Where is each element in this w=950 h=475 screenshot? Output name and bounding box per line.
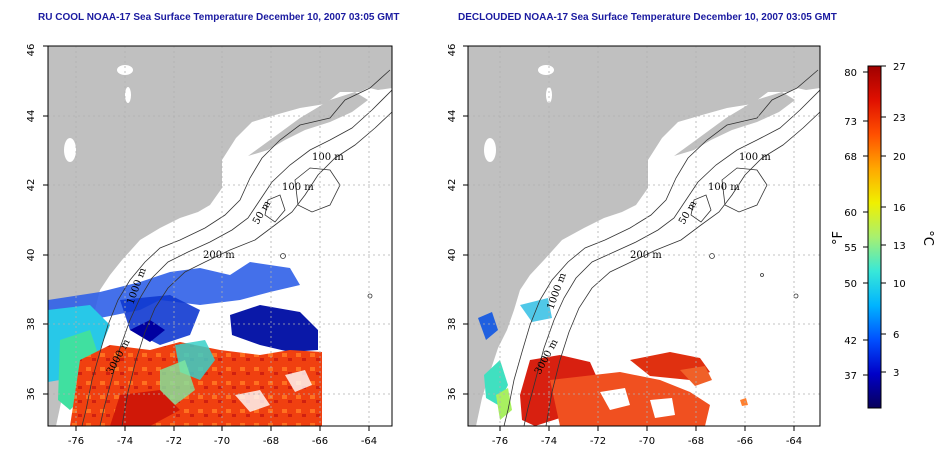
colorbar-f-tick-37: 37	[844, 371, 857, 382]
left-bathymetry-contours	[81, 69, 392, 426]
right-lat-tick-44: 44	[447, 110, 458, 123]
right-map-panel: 100 m 100 m 50 m 200 m 1000 m 3000 m	[447, 44, 821, 447]
right-lon-tick-70: -70	[639, 436, 655, 447]
right-land-mass	[468, 46, 820, 426]
left-lon-tick-66: -66	[312, 436, 328, 447]
right-lat-tick-36: 36	[447, 388, 458, 401]
right-lon-tick-64: -64	[786, 436, 802, 447]
right-sst-data	[478, 298, 748, 426]
left-lon-tick-76: -76	[68, 436, 84, 447]
colorbar-fahrenheit-label: °F	[831, 231, 846, 245]
left-panel-title: RU COOL NOAA-17 Sea Surface Temperature …	[38, 12, 400, 23]
left-lat-tick-38: 38	[26, 318, 37, 331]
colorbar-f-tick-68: 68	[844, 152, 857, 163]
right-contour-label-100m-a: 100 m	[739, 152, 771, 163]
left-lon-tick-72: -72	[166, 436, 182, 447]
left-lon-tick-68: -68	[263, 436, 279, 447]
left-land-mass	[48, 46, 392, 426]
right-contour-label-200m: 200 m	[630, 250, 662, 261]
left-contour-label-200m: 200 m	[203, 250, 235, 261]
colorbar-c-tick-27: 27	[893, 62, 906, 73]
colorbar-f-tick-80: 80	[844, 68, 857, 79]
right-lon-tick-74: -74	[541, 436, 557, 447]
right-nova-scotia	[674, 92, 795, 156]
left-contour-label-100m-a: 100 m	[312, 152, 344, 163]
right-lat-tick-38: 38	[447, 318, 458, 331]
right-lon-tick-76: -76	[492, 436, 508, 447]
right-lat-tick-42: 42	[447, 179, 458, 192]
left-grid	[48, 46, 392, 426]
left-lon-tick-70: -70	[214, 436, 230, 447]
right-lon-tick-68: -68	[688, 436, 704, 447]
colorbar-f-tick-50: 50	[844, 279, 857, 290]
colorbar-f-tick-73: 73	[844, 117, 857, 128]
right-panel-title: DECLOUDED NOAA-17 Sea Surface Temperatur…	[458, 12, 837, 23]
colorbar-c-tick-16: 16	[893, 203, 906, 214]
right-lon-tick-72: -72	[590, 436, 606, 447]
colorbar-celsius-label: °C	[920, 230, 935, 246]
colorbar-c-tick-13: 13	[893, 241, 906, 252]
left-lat-tick-44: 44	[26, 110, 37, 123]
left-lat-tick-36: 36	[26, 388, 37, 401]
colorbar-f-tick-42: 42	[844, 336, 857, 347]
left-lon-tick-74: -74	[117, 436, 133, 447]
left-cape-breton	[352, 66, 392, 90]
left-map-panel: 100 m 100 m 50 m 200 m 1000 m 3000 m	[26, 44, 393, 447]
right-contour-label-100m-b: 100 m	[708, 182, 740, 193]
colorbar-c-tick-10: 10	[893, 279, 906, 290]
right-lat-tick-46: 46	[447, 44, 458, 57]
left-contour-label-100m-b: 100 m	[282, 182, 314, 193]
right-lon-tick-66: -66	[737, 436, 753, 447]
left-lat-tick-42: 42	[26, 179, 37, 192]
right-grid	[468, 46, 820, 426]
colorbar-c-tick-20: 20	[893, 152, 906, 163]
left-lat-tick-40: 40	[26, 249, 37, 262]
left-lat-tick-46: 46	[26, 44, 37, 57]
colorbar: 80 73 68 60 55 50 42 37 27 23 20 16 13 1…	[831, 62, 935, 409]
right-cape-breton	[779, 66, 820, 90]
colorbar-f-tick-55: 55	[844, 243, 857, 254]
colorbar-c-tick-3: 3	[893, 368, 899, 379]
right-lat-tick-40: 40	[447, 249, 458, 262]
colorbar-gradient	[867, 65, 882, 409]
left-lon-tick-64: -64	[361, 436, 377, 447]
colorbar-f-tick-60: 60	[844, 208, 857, 219]
colorbar-c-tick-23: 23	[893, 113, 906, 124]
colorbar-c-tick-6: 6	[893, 330, 899, 341]
